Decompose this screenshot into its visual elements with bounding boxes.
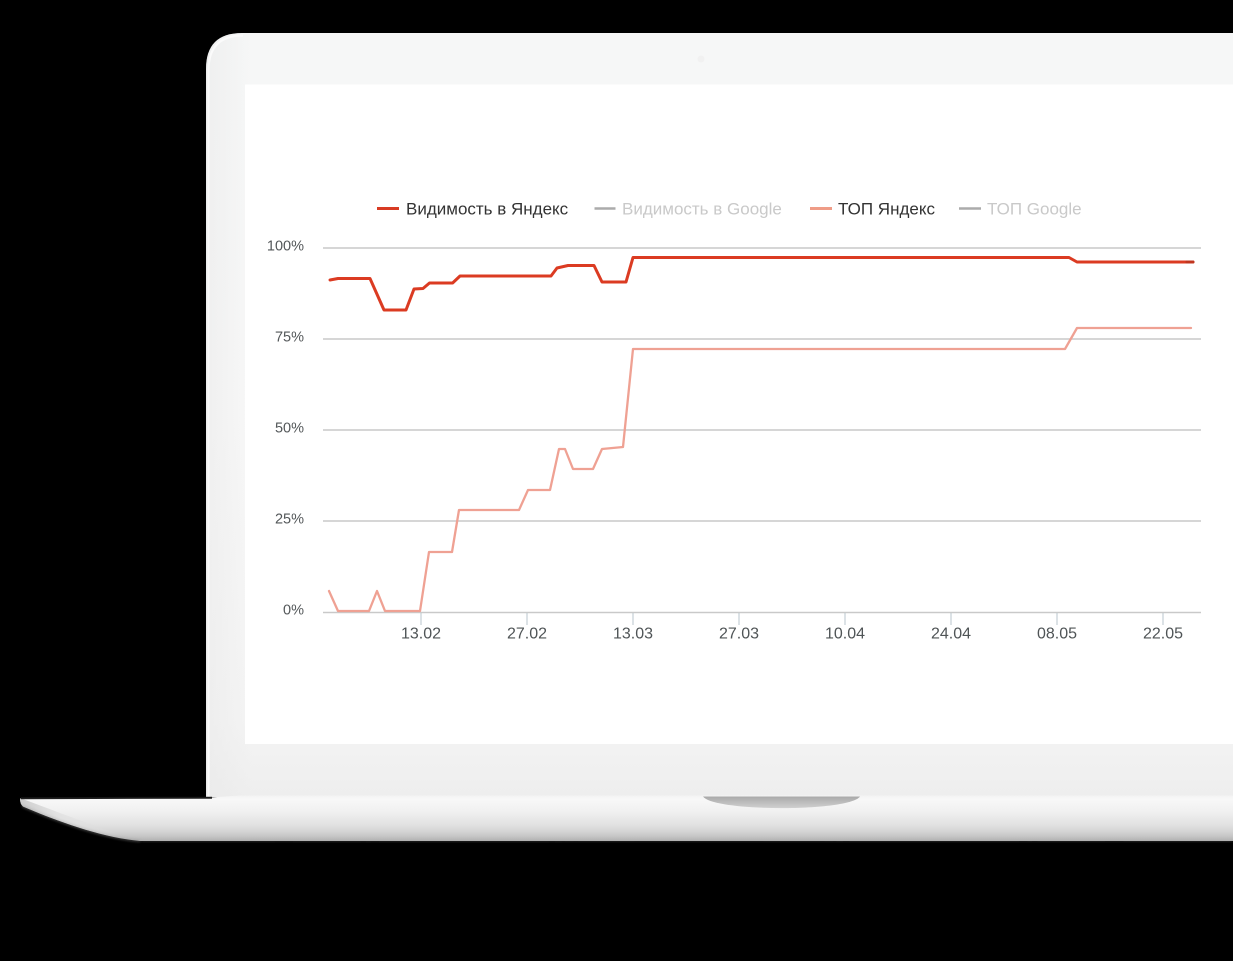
svg-text:25%: 25%	[275, 512, 304, 528]
svg-text:10.04: 10.04	[825, 626, 865, 643]
svg-text:24.04: 24.04	[931, 626, 971, 643]
svg-text:13.03: 13.03	[613, 626, 653, 643]
svg-text:0%: 0%	[283, 603, 304, 619]
svg-text:13.02: 13.02	[401, 626, 441, 643]
svg-text:50%: 50%	[275, 421, 304, 437]
svg-text:Видимость в Google: Видимость в Google	[622, 199, 782, 218]
svg-text:75%: 75%	[275, 330, 304, 346]
svg-text:Видимость в Яндекс: Видимость в Яндекс	[406, 199, 569, 218]
svg-text:08.05: 08.05	[1037, 626, 1077, 643]
svg-text:27.03: 27.03	[719, 626, 759, 643]
svg-text:ТОП Google: ТОП Google	[987, 199, 1082, 218]
svg-text:27.02: 27.02	[507, 626, 547, 643]
svg-text:100%: 100%	[267, 239, 304, 255]
svg-text:22.05: 22.05	[1143, 626, 1183, 643]
svg-text:ТОП Яндекс: ТОП Яндекс	[838, 199, 935, 218]
